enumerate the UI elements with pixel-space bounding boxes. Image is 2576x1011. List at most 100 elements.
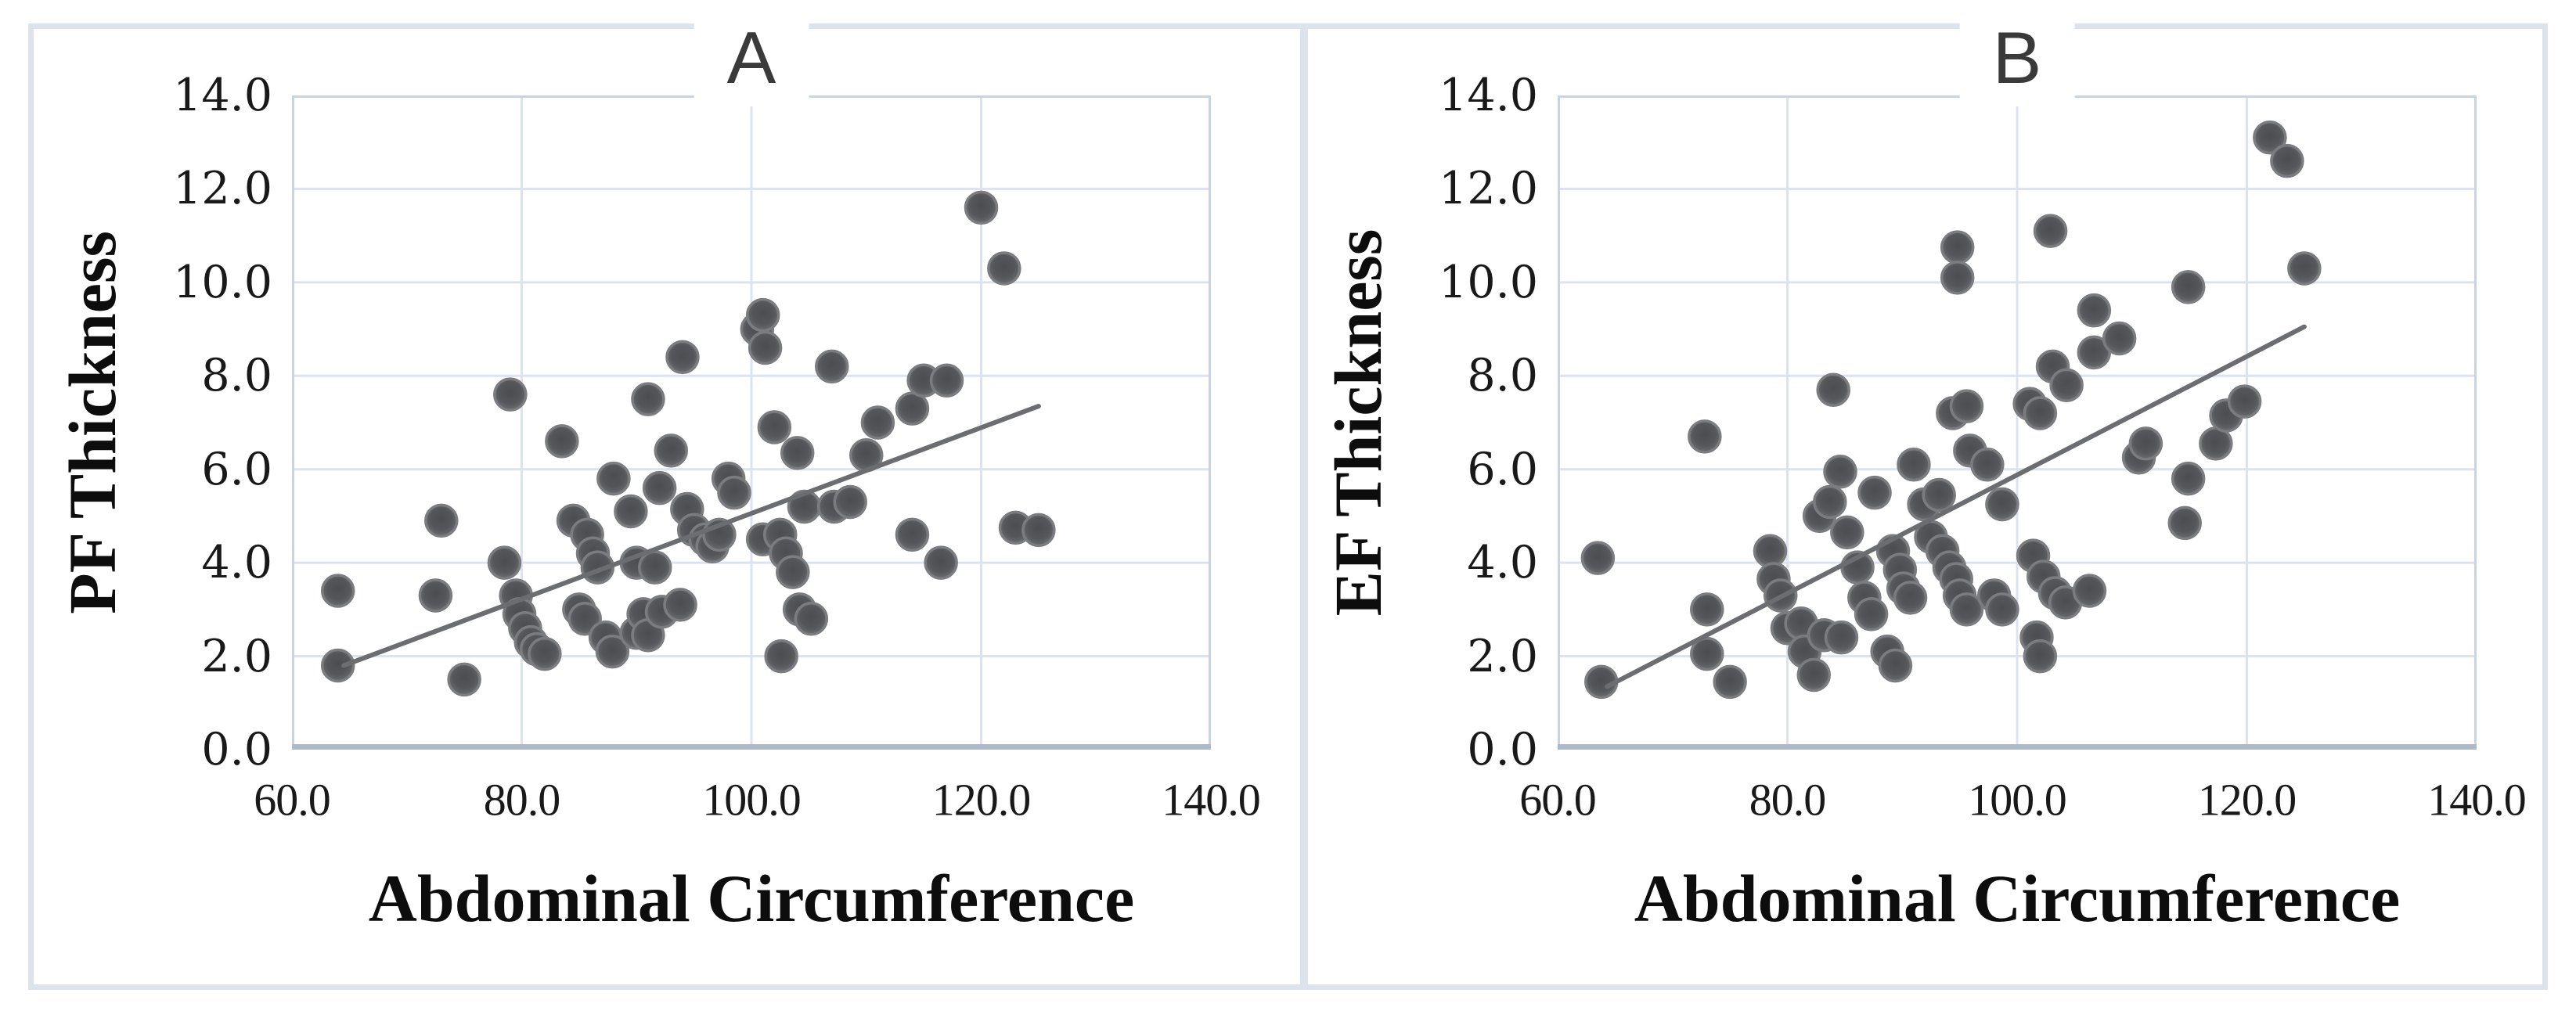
data-point <box>2128 426 2163 461</box>
data-point <box>2199 426 2233 461</box>
y-tick-label: 12.0 <box>173 163 272 215</box>
y-tick-label: 10.0 <box>173 256 272 308</box>
data-point <box>814 349 849 384</box>
data-point <box>1796 657 1832 693</box>
data-point <box>1878 648 1913 683</box>
data-point <box>745 297 780 333</box>
x-tick-label: 100.0 <box>702 774 801 826</box>
x-tick-label: 60.0 <box>254 774 330 826</box>
trendline <box>1605 324 2307 689</box>
data-point <box>895 517 930 552</box>
data-point <box>895 391 930 426</box>
data-point <box>1688 419 1722 454</box>
x-tick-label: 80.0 <box>1749 774 1826 826</box>
data-point <box>2253 120 2287 155</box>
data-point <box>987 251 1021 286</box>
x-tick-label: 100.0 <box>1968 774 2066 826</box>
frame-left-line <box>28 23 34 990</box>
data-point <box>860 405 895 440</box>
data-point <box>424 503 459 538</box>
data-point <box>1940 230 1975 264</box>
data-point <box>1713 664 1747 700</box>
data-point <box>596 461 631 496</box>
data-point <box>545 424 579 459</box>
frame-center-divider <box>1300 23 1308 990</box>
y-tick-label: 4.0 <box>1467 537 1538 589</box>
panel-a-y-axis-title: PF Thickness <box>55 231 130 614</box>
trendline <box>341 404 1041 668</box>
data-point <box>595 634 630 669</box>
data-point <box>1830 515 1864 550</box>
x-tick-label: 120.0 <box>931 774 1031 826</box>
data-point <box>654 434 689 468</box>
data-point <box>794 602 829 636</box>
data-point <box>929 363 964 398</box>
data-point <box>2167 506 2203 541</box>
data-point <box>1897 447 1931 482</box>
y-tick-label: 8.0 <box>1467 350 1538 402</box>
y-tick-label: 6.0 <box>1467 443 1538 495</box>
y-tick-label: 2.0 <box>201 630 272 682</box>
data-point <box>447 662 481 697</box>
data-point <box>637 550 672 585</box>
data-point <box>1985 487 2019 522</box>
panel-a-x-axis-title: Abdominal Circumference <box>368 861 1135 936</box>
y-tick-label: 14.0 <box>1439 70 1538 121</box>
data-point <box>780 436 815 470</box>
data-point <box>1854 597 1889 631</box>
data-point <box>748 330 783 365</box>
data-point <box>642 470 677 506</box>
data-point <box>1949 592 1984 627</box>
data-point <box>418 578 453 613</box>
data-point <box>665 340 700 375</box>
data-point <box>2270 143 2304 178</box>
panel-b-x-axis-title: Abdominal Circumference <box>1634 861 2401 936</box>
x-tick-label: 80.0 <box>483 774 560 826</box>
panel-a-title: A <box>694 13 809 106</box>
y-tick-label: 10.0 <box>1439 256 1538 308</box>
data-point <box>924 545 958 580</box>
data-point <box>493 377 528 412</box>
data-point <box>764 639 798 674</box>
data-point <box>2171 270 2206 304</box>
y-tick-label: 8.0 <box>201 350 272 402</box>
data-point <box>1824 620 1859 655</box>
y-tick-label: 2.0 <box>1467 630 1538 682</box>
data-point <box>2049 368 2084 402</box>
y-tick-label: 4.0 <box>201 537 272 589</box>
data-point <box>320 574 355 608</box>
data-point <box>776 555 810 589</box>
data-point <box>528 636 562 671</box>
data-point <box>2171 461 2206 496</box>
data-point <box>757 410 792 444</box>
data-point <box>1816 372 1850 407</box>
y-tick-label: 0.0 <box>201 724 272 775</box>
data-point <box>1690 592 1724 627</box>
data-point <box>614 494 648 529</box>
panel-a-plot <box>292 95 1211 750</box>
data-point <box>1813 484 1847 520</box>
panel-b-y-axis-title: EF Thickness <box>1320 228 1396 617</box>
frame-top-line <box>31 23 2545 29</box>
data-point <box>2023 639 2058 674</box>
data-point <box>1985 592 2019 627</box>
panel-b-plot <box>1558 95 2477 750</box>
y-tick-label: 6.0 <box>201 443 272 495</box>
data-point <box>1893 581 1928 615</box>
y-tick-label: 0.0 <box>1467 724 1538 775</box>
data-point <box>2287 251 2322 286</box>
data-point <box>2077 293 2112 328</box>
data-point <box>320 648 355 683</box>
x-tick-label: 140.0 <box>2427 774 2526 826</box>
data-point <box>2072 574 2107 608</box>
data-point <box>833 484 867 520</box>
x-tick-label: 140.0 <box>1162 774 1260 826</box>
data-point <box>1690 636 1724 671</box>
data-point <box>717 475 751 510</box>
y-tick-label: 12.0 <box>1439 163 1538 215</box>
frame-bottom-line <box>31 984 2545 990</box>
frame-right-line <box>2542 23 2548 990</box>
data-point <box>2227 384 2262 419</box>
data-point <box>1857 475 1892 510</box>
